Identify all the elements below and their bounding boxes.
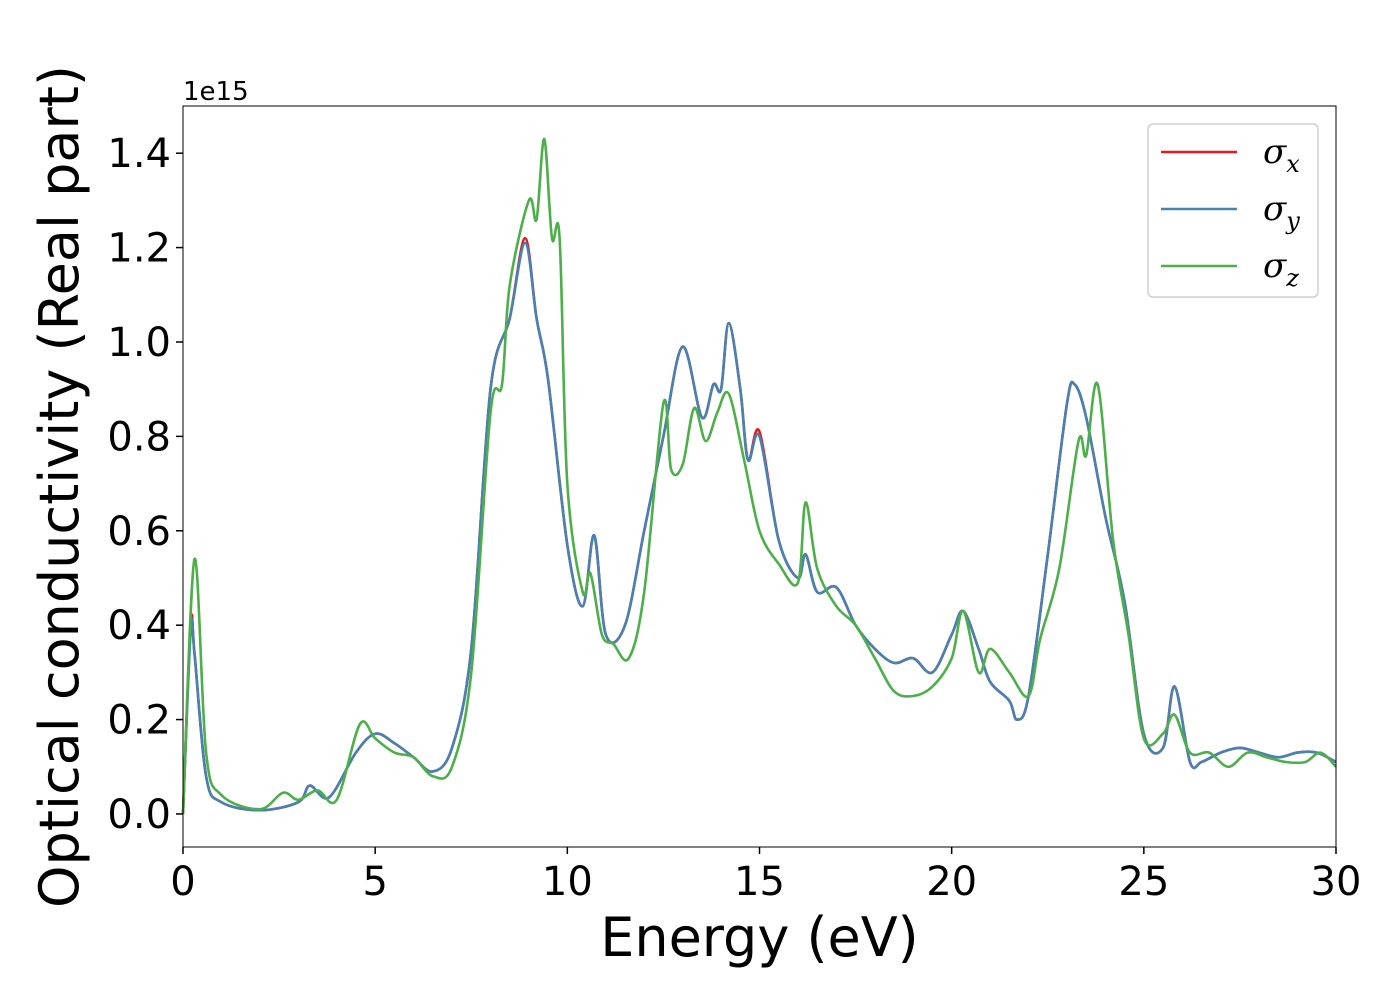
x-tick-label: 15 — [734, 859, 785, 905]
x-axis-ticks: 0 5 10 15 20 25 30 — [170, 847, 1361, 905]
legend-label-z: σz — [1263, 246, 1299, 292]
legend-box — [1147, 123, 1319, 298]
y-tick-label: 0.2 — [107, 698, 171, 744]
y-tick-label: 1.4 — [107, 131, 171, 177]
y-tick-label: 1.2 — [107, 226, 171, 272]
x-tick-label: 20 — [926, 859, 977, 905]
series-lines — [181, 137, 1337, 815]
x-tick-label: 10 — [542, 859, 593, 905]
y-tick-label: 0.6 — [107, 509, 171, 555]
y-tick-label: 0.8 — [107, 414, 171, 460]
y-axis-label: Optical conductivity (Real part) — [28, 65, 91, 908]
legend-label-x: σx — [1263, 132, 1300, 178]
y-axis-ticks: 0.0 0.2 0.4 0.6 0.8 1.0 1.2 1.4 — [107, 131, 183, 838]
series-line-z — [181, 137, 1337, 815]
y-tick-label: 0.4 — [107, 603, 171, 649]
x-axis-label: Energy (eV) — [600, 906, 919, 969]
y-tick-label: 1.0 — [107, 320, 171, 366]
y-tick-label: 0.0 — [107, 792, 171, 838]
x-tick-label: 5 — [362, 859, 387, 905]
legend: σx σy σz — [1147, 123, 1319, 298]
y-axis-offset-label: 1e15 — [183, 77, 249, 107]
legend-label-y: σy — [1263, 189, 1300, 235]
x-tick-label: 25 — [1118, 859, 1169, 905]
x-tick-label: 30 — [1311, 859, 1362, 905]
x-tick-label: 0 — [170, 859, 195, 905]
